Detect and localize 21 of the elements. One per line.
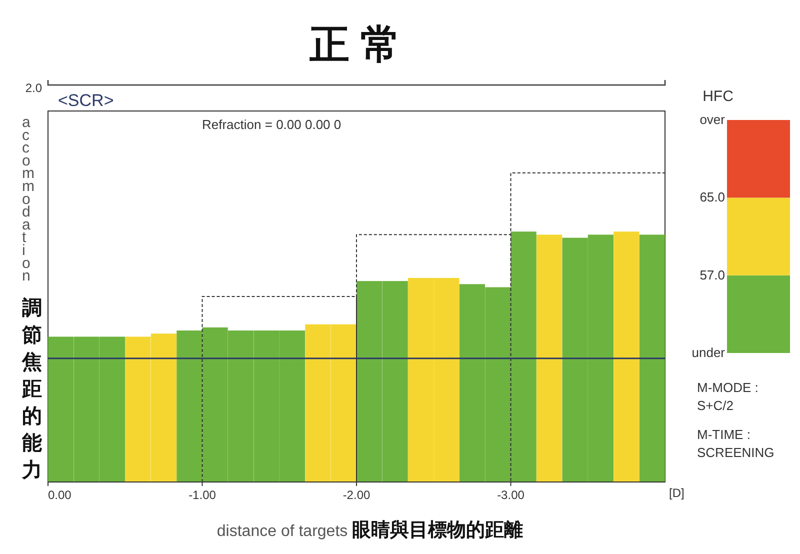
text: 2.0 [25, 81, 42, 95]
x-tick-label: 0.00 [48, 488, 72, 502]
x-tick-label: -3.00 [497, 488, 525, 502]
text: [D] [669, 486, 684, 500]
chart-title: HFC [702, 88, 734, 105]
y-tick-label: 65.0 [700, 190, 725, 205]
bar [727, 120, 790, 198]
x-tick-label: -2.00 [342, 488, 370, 502]
x-axis-title: distance of targets 眼睛與目標物的距離 [216, 519, 524, 541]
chart-title: 正 常 [308, 23, 401, 67]
text: accommodation 調節焦距的能力 [22, 114, 42, 482]
y-tick-label: over [700, 112, 726, 127]
y-tick-label: 57.0 [700, 267, 725, 282]
text: M-MODE : S+C/2 [697, 380, 758, 413]
text: Refraction = 0.00 0.00 0 [202, 117, 342, 132]
x-tick-label: -1.00 [188, 488, 216, 502]
y-tick-label: under [692, 345, 726, 360]
bar [727, 275, 790, 353]
bar [727, 198, 790, 276]
text: <SCR> [58, 91, 114, 110]
text: M-TIME : SCREENING [697, 427, 774, 460]
